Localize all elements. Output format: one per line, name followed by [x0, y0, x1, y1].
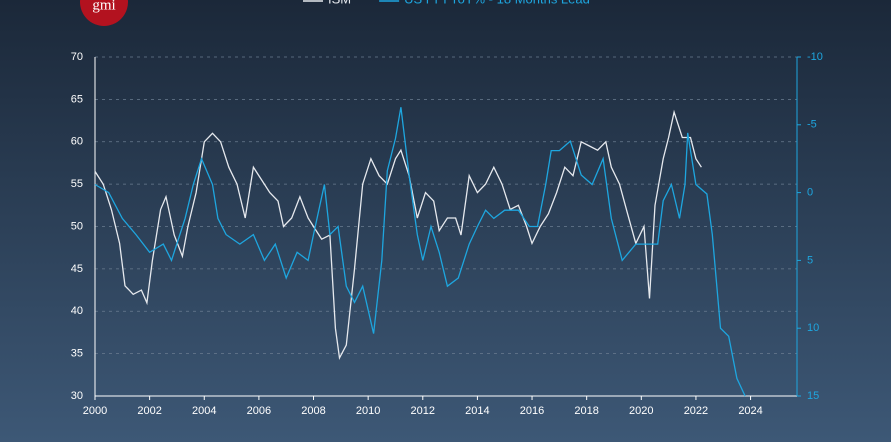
x-tick-label: 2018 [574, 405, 598, 417]
x-tick-label: 2002 [137, 405, 161, 417]
y-tick-label: 60 [71, 136, 83, 148]
y2-tick-label: 10 [807, 322, 819, 334]
x-tick-label: 2020 [629, 405, 653, 417]
legend-label: US PPI YoY% - 18 Months Lead [404, 0, 590, 6]
legend-label: ISM [328, 0, 351, 6]
x-tick-label: 2000 [83, 405, 107, 417]
logo: gmi [92, 0, 115, 13]
y2-tick-label: -10 [807, 51, 823, 63]
y-tick-label: 35 [71, 348, 83, 360]
y2-tick-label: -5 [807, 119, 817, 131]
y-tick-label: 55 [71, 178, 83, 190]
y2-tick-label: 5 [807, 254, 813, 266]
x-tick-label: 2022 [684, 405, 708, 417]
x-tick-label: 2024 [738, 405, 762, 417]
x-tick-label: 2008 [301, 405, 325, 417]
y2-tick-label: 0 [807, 187, 813, 199]
y-tick-label: 50 [71, 220, 83, 232]
x-tick-label: 2014 [465, 405, 489, 417]
y-tick-label: 30 [71, 390, 83, 402]
y-tick-label: 40 [71, 305, 83, 317]
x-tick-label: 2004 [192, 405, 216, 417]
y-tick-label: 70 [71, 51, 83, 63]
x-tick-label: 2006 [247, 405, 271, 417]
y2-tick-label: 15 [807, 390, 819, 402]
x-tick-label: 2010 [356, 405, 380, 417]
series-line [94, 107, 746, 397]
y-tick-label: 65 [71, 93, 83, 105]
series-line [94, 109, 702, 360]
x-tick-label: 2016 [520, 405, 544, 417]
y-tick-label: 45 [71, 263, 83, 275]
x-tick-label: 2012 [411, 405, 435, 417]
logo-badge [80, 0, 128, 26]
